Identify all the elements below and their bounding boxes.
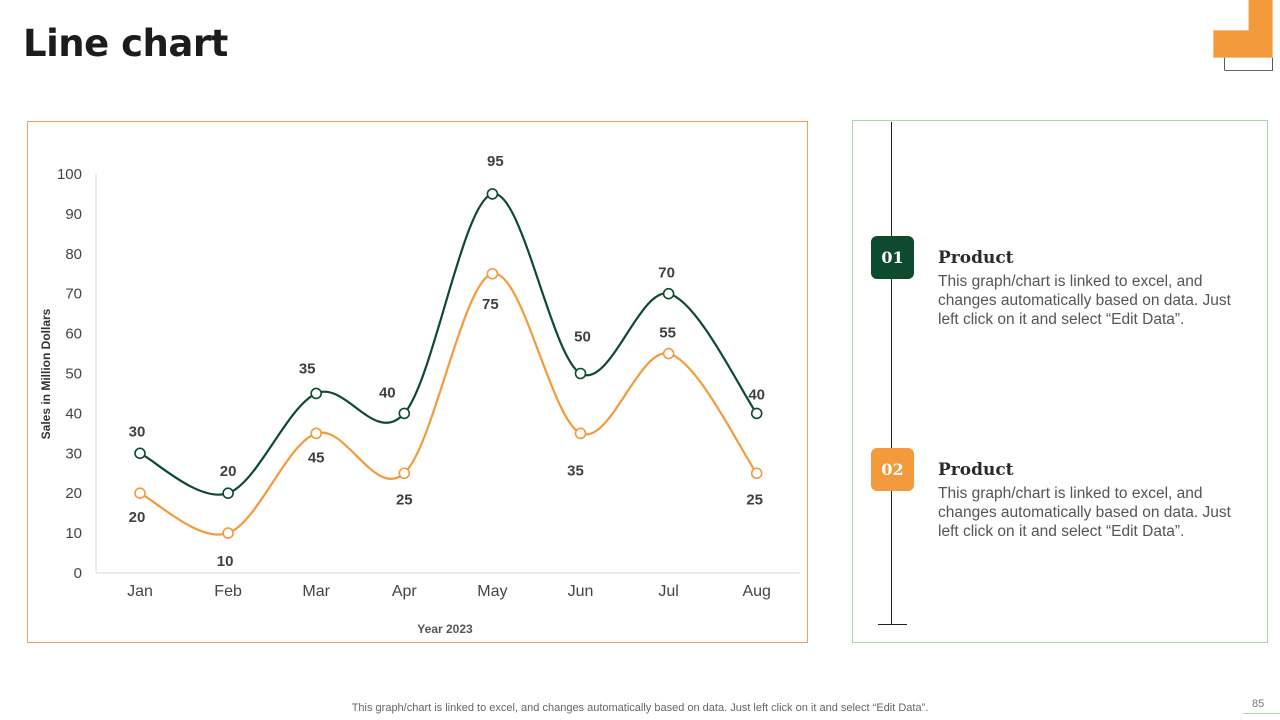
series-2-data-label: 75	[482, 296, 499, 313]
series-2-data-label: 25	[396, 491, 413, 508]
x-tick-label: Jan	[127, 583, 153, 600]
series-1-data-label: 50	[574, 329, 591, 346]
y-tick-label: 0	[74, 565, 82, 582]
series-2-point	[662, 347, 675, 360]
y-tick-label: 70	[65, 286, 82, 303]
series-1-point	[222, 487, 234, 500]
series-1-data-label: 20	[220, 463, 237, 480]
x-tick-label: Aug	[742, 583, 770, 600]
page-number-underline	[1243, 713, 1280, 714]
footer-note: This graph/chart is linked to excel, and…	[351, 702, 929, 714]
y-tick-label: 90	[65, 206, 82, 223]
series-2-data-label: 35	[567, 462, 584, 479]
y-tick-label: 40	[65, 405, 82, 422]
y-axis-title: Sales in Million Dollars	[39, 308, 53, 439]
x-tick-label: Apr	[392, 583, 418, 600]
item-1-number-badge: 01	[871, 236, 914, 279]
x-axis-title: Year 2023	[417, 622, 473, 636]
series-1-point	[662, 287, 675, 300]
series-2-point	[750, 467, 763, 480]
series-2-point	[222, 527, 234, 539]
series-1-point	[750, 407, 763, 420]
series-1-data-label: 70	[658, 265, 675, 282]
series-2-point	[398, 467, 411, 480]
line-chart[interactable]: 0 10 20 30 40 50 60 70 80 90 100 Jan Feb Mar Apr May Jun…	[28, 122, 809, 644]
series-2-point	[134, 487, 146, 500]
series-1-point	[486, 188, 499, 200]
series-2-point	[310, 427, 323, 440]
series-line-2	[139, 272, 758, 536]
info-panel	[852, 120, 1268, 643]
series-1-data-label: 95	[487, 153, 504, 170]
timeline-end	[878, 624, 907, 625]
y-tick-label: 10	[65, 525, 82, 542]
series-2-data-label: 10	[217, 553, 234, 570]
item-1-description: This graph/chart is linked to excel, and…	[938, 273, 1231, 328]
x-tick-label: Feb	[214, 583, 242, 600]
item-2-description: This graph/chart is linked to excel, and…	[938, 485, 1231, 540]
x-tick-label: Jul	[658, 583, 678, 600]
y-tick-label: 30	[65, 445, 82, 462]
series-2-point	[574, 427, 587, 440]
series-2-data-label: 45	[308, 449, 325, 466]
page-number: 85	[1252, 698, 1265, 710]
x-tick-label: Jun	[568, 583, 594, 600]
series-1-data-label: 30	[129, 423, 146, 440]
series-2-point	[486, 267, 499, 280]
corner-decoration	[1213, 0, 1273, 71]
series-1-point	[134, 447, 146, 460]
item-2-number-badge: 02	[871, 448, 914, 491]
series-2-data-label: 55	[659, 325, 676, 342]
page-title: Line chart	[23, 22, 228, 65]
chart-frame[interactable]: 0 10 20 30 40 50 60 70 80 90 100 Jan Feb Mar Apr May Jun…	[27, 121, 808, 643]
y-tick-label: 60	[65, 326, 82, 343]
series-1-point	[310, 387, 323, 400]
y-tick-label: 50	[65, 366, 82, 383]
item-1-heading: Product	[938, 248, 1014, 268]
x-tick-label: Mar	[302, 583, 330, 600]
x-tick-label: May	[477, 583, 507, 600]
series-2-data-label: 25	[746, 491, 763, 508]
series-1-data-label: 40	[379, 384, 396, 401]
series-1-data-label: 40	[748, 386, 765, 403]
timeline-line	[891, 122, 892, 625]
item-2-heading: Product	[938, 460, 1014, 480]
series-line-1	[139, 192, 758, 496]
y-tick-label: 100	[57, 166, 82, 183]
series-2-data-label: 20	[129, 509, 146, 526]
y-tick-label: 80	[65, 246, 82, 263]
series-1-data-label: 35	[299, 360, 316, 377]
y-tick-label: 20	[65, 485, 82, 502]
series-1-point	[574, 367, 587, 380]
series-1-point	[398, 407, 411, 420]
